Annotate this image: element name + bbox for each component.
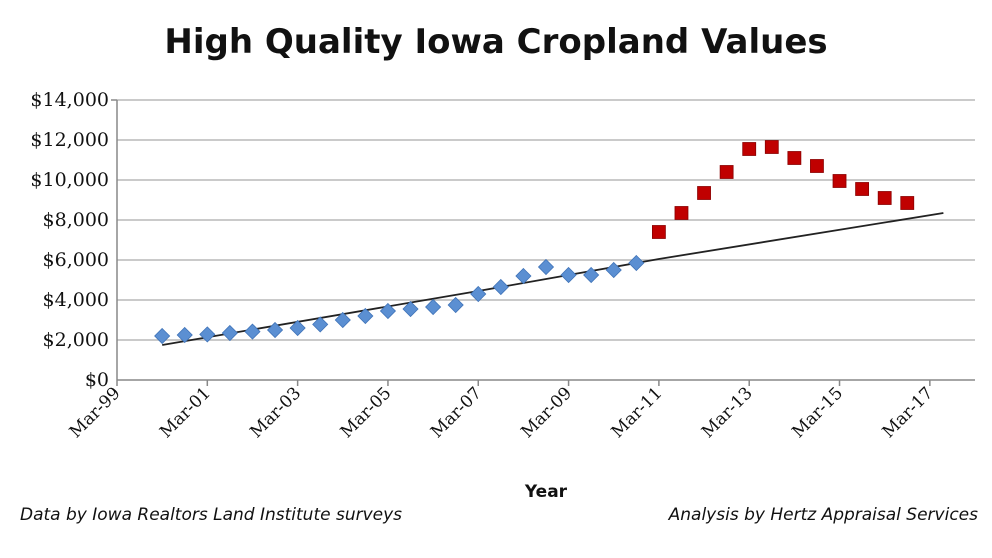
analysis-note: Analysis by Hertz Appraisal Services — [668, 505, 978, 525]
diamond-point — [560, 266, 577, 284]
diamond-point — [154, 327, 171, 345]
x-tick-label: Mar-01 — [156, 383, 215, 442]
square-point — [764, 140, 779, 154]
diamond-point — [628, 254, 645, 272]
x-tick-label: Mar-15 — [788, 383, 847, 442]
diamond-point — [289, 319, 306, 337]
diamond-point — [312, 316, 329, 333]
diamond-point — [425, 298, 442, 316]
x-tick-label: Mar-05 — [337, 383, 396, 442]
diamond-point — [221, 324, 238, 342]
diamond-point — [492, 278, 509, 296]
diamond-point — [266, 321, 284, 339]
chart-title: High Quality Iowa Cropland Values — [164, 22, 828, 62]
square-point — [651, 225, 666, 239]
diamond-point — [605, 261, 622, 279]
y-tick-label: $6,000 — [43, 249, 109, 271]
diamond-point — [515, 267, 532, 285]
diamond-point — [357, 307, 374, 325]
square-point — [877, 191, 892, 205]
y-tick-label: $2,000 — [43, 329, 109, 351]
square-point — [742, 142, 757, 156]
x-tick-label: Mar-09 — [517, 383, 576, 442]
square-point — [832, 174, 847, 188]
diamond-point — [470, 285, 487, 303]
trend-line — [162, 212, 944, 346]
diamond-point — [379, 302, 397, 320]
diamond-point — [199, 326, 216, 343]
square-point — [787, 151, 802, 165]
diamond-point — [447, 296, 464, 314]
diamond-point — [334, 311, 351, 329]
square-point — [697, 186, 711, 200]
y-tick-label: $10,000 — [30, 169, 109, 191]
y-tick-label: $12,000 — [30, 129, 109, 151]
square-point — [900, 196, 915, 210]
y-tick-label: $0 — [85, 369, 109, 391]
x-tick-label: Mar-17 — [879, 383, 938, 442]
x-axis-label: Year — [524, 482, 568, 502]
y-tick-label: $14,000 — [30, 89, 109, 111]
diamond-point — [583, 266, 600, 284]
x-tick-label: Mar-03 — [246, 383, 305, 442]
diamond-point — [402, 300, 419, 318]
x-tick-label: Mar-07 — [427, 383, 486, 442]
diamond-point — [244, 323, 261, 340]
square-point — [855, 182, 870, 196]
source-note: Data by Iowa Realtors Land Institute sur… — [20, 505, 403, 525]
x-tick-label: Mar-13 — [698, 383, 757, 442]
diamond-point — [537, 258, 555, 276]
y-tick-label: $8,000 — [43, 209, 109, 231]
x-tick-label: Mar-99 — [66, 383, 125, 442]
diamond-point — [176, 326, 193, 344]
square-point — [810, 159, 824, 173]
x-tick-label: Mar-11 — [608, 383, 667, 442]
y-tick-label: $4,000 — [43, 289, 109, 311]
square-point — [674, 206, 689, 220]
square-point — [719, 165, 734, 179]
